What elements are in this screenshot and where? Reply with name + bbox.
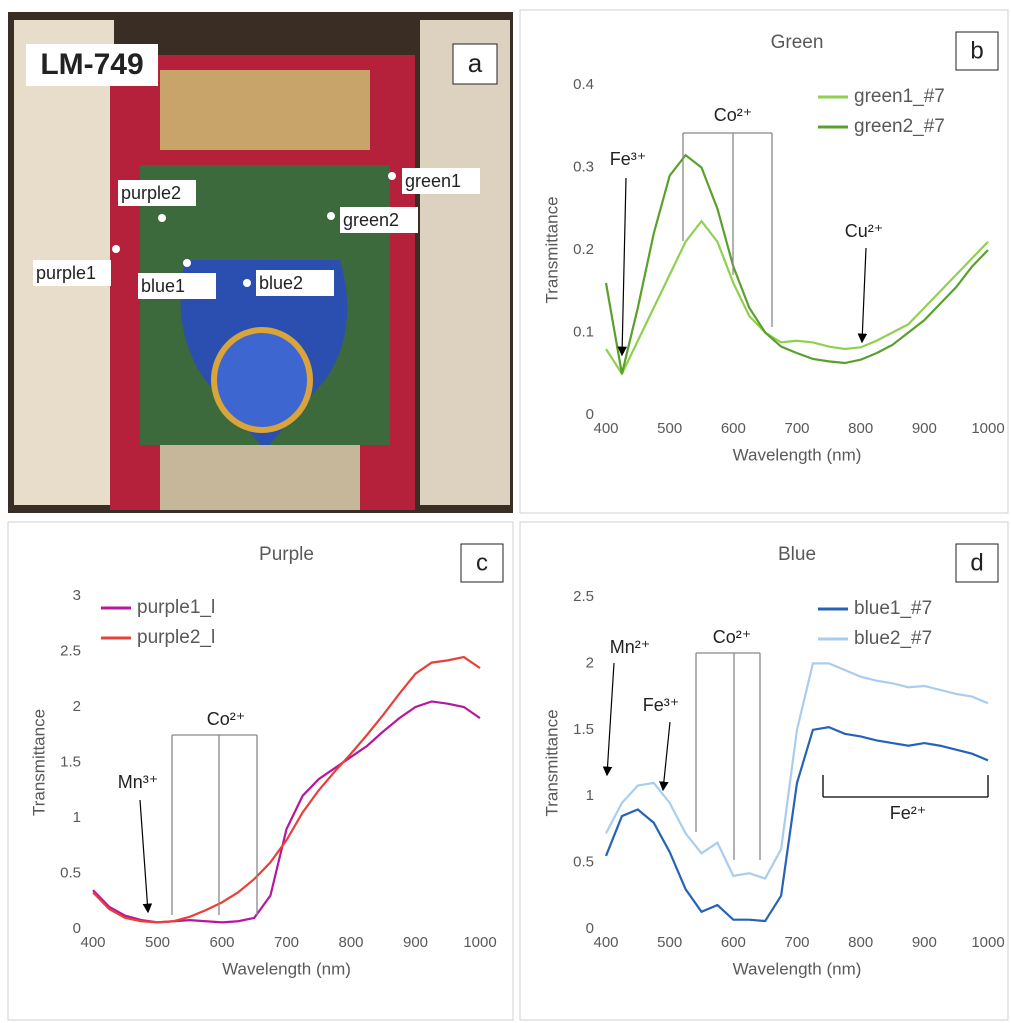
x-tick-label: 700: [784, 934, 809, 951]
x-tick-label: 900: [403, 934, 428, 951]
point-dot: [112, 245, 120, 253]
y-tick-label: 2.5: [573, 588, 594, 605]
point-label: green1: [405, 171, 461, 191]
point-label: blue2: [259, 273, 303, 293]
point-dot: [327, 212, 335, 220]
top-scene: [160, 70, 370, 150]
x-tick-label: 600: [721, 420, 746, 437]
y-tick-label: 1.5: [573, 721, 594, 738]
annotation: Co²⁺: [713, 627, 752, 647]
panel-label: b: [970, 37, 983, 64]
legend-label: green2_#7: [854, 116, 945, 137]
y-tick-label: 2: [73, 698, 81, 715]
page: LM-749 a purple2 purple1 blue1 blue2 green1 g…: [0, 0, 1011, 1023]
x-axis-label: Wavelength (nm): [733, 445, 862, 464]
chart: Green b Wavelength (nm) Transmittance 400 500…: [520, 10, 1008, 513]
point-label: purple1: [36, 263, 96, 283]
x-tick-label: 700: [784, 420, 809, 437]
y-tick-label: 3: [73, 587, 81, 604]
y-tick-label: 0.4: [573, 76, 594, 93]
legend-label: blue2_#7: [854, 628, 932, 649]
y-tick-label: 2: [586, 654, 594, 671]
point-label: green2: [343, 210, 399, 230]
y-axis-label: Transmittance: [542, 709, 561, 816]
x-tick-label: 900: [912, 934, 937, 951]
point-dot: [158, 214, 166, 222]
emblem: [214, 330, 310, 430]
y-tick-label: 1: [586, 787, 594, 804]
x-tick-label: 900: [912, 420, 937, 437]
x-tick-label: 1000: [971, 934, 1004, 951]
y-tick-label: 0: [586, 920, 594, 937]
legend-label: purple2_l: [137, 627, 215, 648]
x-tick-label: 800: [848, 420, 873, 437]
y-tick-label: 0.5: [573, 854, 594, 871]
window-right: [420, 20, 510, 505]
x-tick-label: 400: [593, 934, 618, 951]
x-tick-label: 500: [145, 934, 170, 951]
y-tick-label: 0.3: [573, 158, 594, 175]
point-dot: [388, 172, 396, 180]
x-tick-label: 600: [721, 934, 746, 951]
y-tick-label: 0: [586, 406, 594, 423]
x-axis-label: Wavelength (nm): [222, 959, 351, 978]
annotation: Fe²⁺: [890, 803, 927, 823]
y-tick-label: 1.5: [60, 753, 81, 770]
chart-title: Blue: [778, 544, 816, 565]
annotation: Co²⁺: [714, 105, 753, 125]
x-tick-label: 400: [593, 420, 618, 437]
x-tick-label: 600: [209, 934, 234, 951]
x-tick-label: 500: [657, 934, 682, 951]
y-axis-label: Transmittance: [542, 196, 561, 303]
chart: Purple c Wavelength (nm) Transmittance 400 50…: [8, 522, 513, 1020]
annotation: Mn²⁺: [610, 637, 651, 657]
point-label: purple2: [121, 183, 181, 203]
x-tick-label: 700: [274, 934, 299, 951]
point-dot: [183, 259, 191, 267]
x-tick-label: 400: [80, 934, 105, 951]
annotation: Mn³⁺: [118, 772, 159, 792]
y-tick-label: 0: [73, 920, 81, 937]
photo-panel: LM-749 a purple2 purple1 blue1 blue2 green1 g…: [8, 12, 513, 513]
panel-label: c: [476, 549, 488, 576]
legend-label: blue1_#7: [854, 598, 932, 619]
y-tick-label: 0.5: [60, 864, 81, 881]
x-tick-label: 1000: [971, 420, 1004, 437]
y-tick-label: 1: [73, 809, 81, 826]
x-tick-label: 1000: [463, 934, 496, 951]
figure: LM-749 a purple2 purple1 blue1 blue2 green1 g…: [0, 0, 1011, 1023]
y-axis-label: Transmittance: [29, 709, 48, 816]
panel-label: d: [970, 549, 983, 576]
x-tick-label: 800: [848, 934, 873, 951]
legend-label: green1_#7: [854, 86, 945, 107]
point-label: blue1: [141, 276, 185, 296]
x-tick-label: 800: [338, 934, 363, 951]
chart-title: Purple: [259, 544, 314, 565]
annotation: Co²⁺: [207, 709, 246, 729]
y-tick-label: 0.1: [573, 323, 594, 340]
chart: Blue d Wavelength (nm) Transmittance 400 500 6…: [520, 522, 1008, 1020]
x-axis-label: Wavelength (nm): [733, 959, 862, 978]
inscription: [160, 445, 360, 510]
chart-title: Green: [771, 32, 824, 53]
legend-label: purple1_l: [137, 597, 215, 618]
x-tick-label: 500: [657, 420, 682, 437]
y-tick-label: 2.5: [60, 642, 81, 659]
panel-label: a: [468, 48, 483, 78]
id-label: LM-749: [40, 48, 143, 81]
point-dot: [243, 279, 251, 287]
annotation: Cu²⁺: [845, 221, 884, 241]
annotation: Fe³⁺: [610, 149, 647, 169]
annotation: Fe³⁺: [643, 695, 680, 715]
y-tick-label: 0.2: [573, 241, 594, 258]
